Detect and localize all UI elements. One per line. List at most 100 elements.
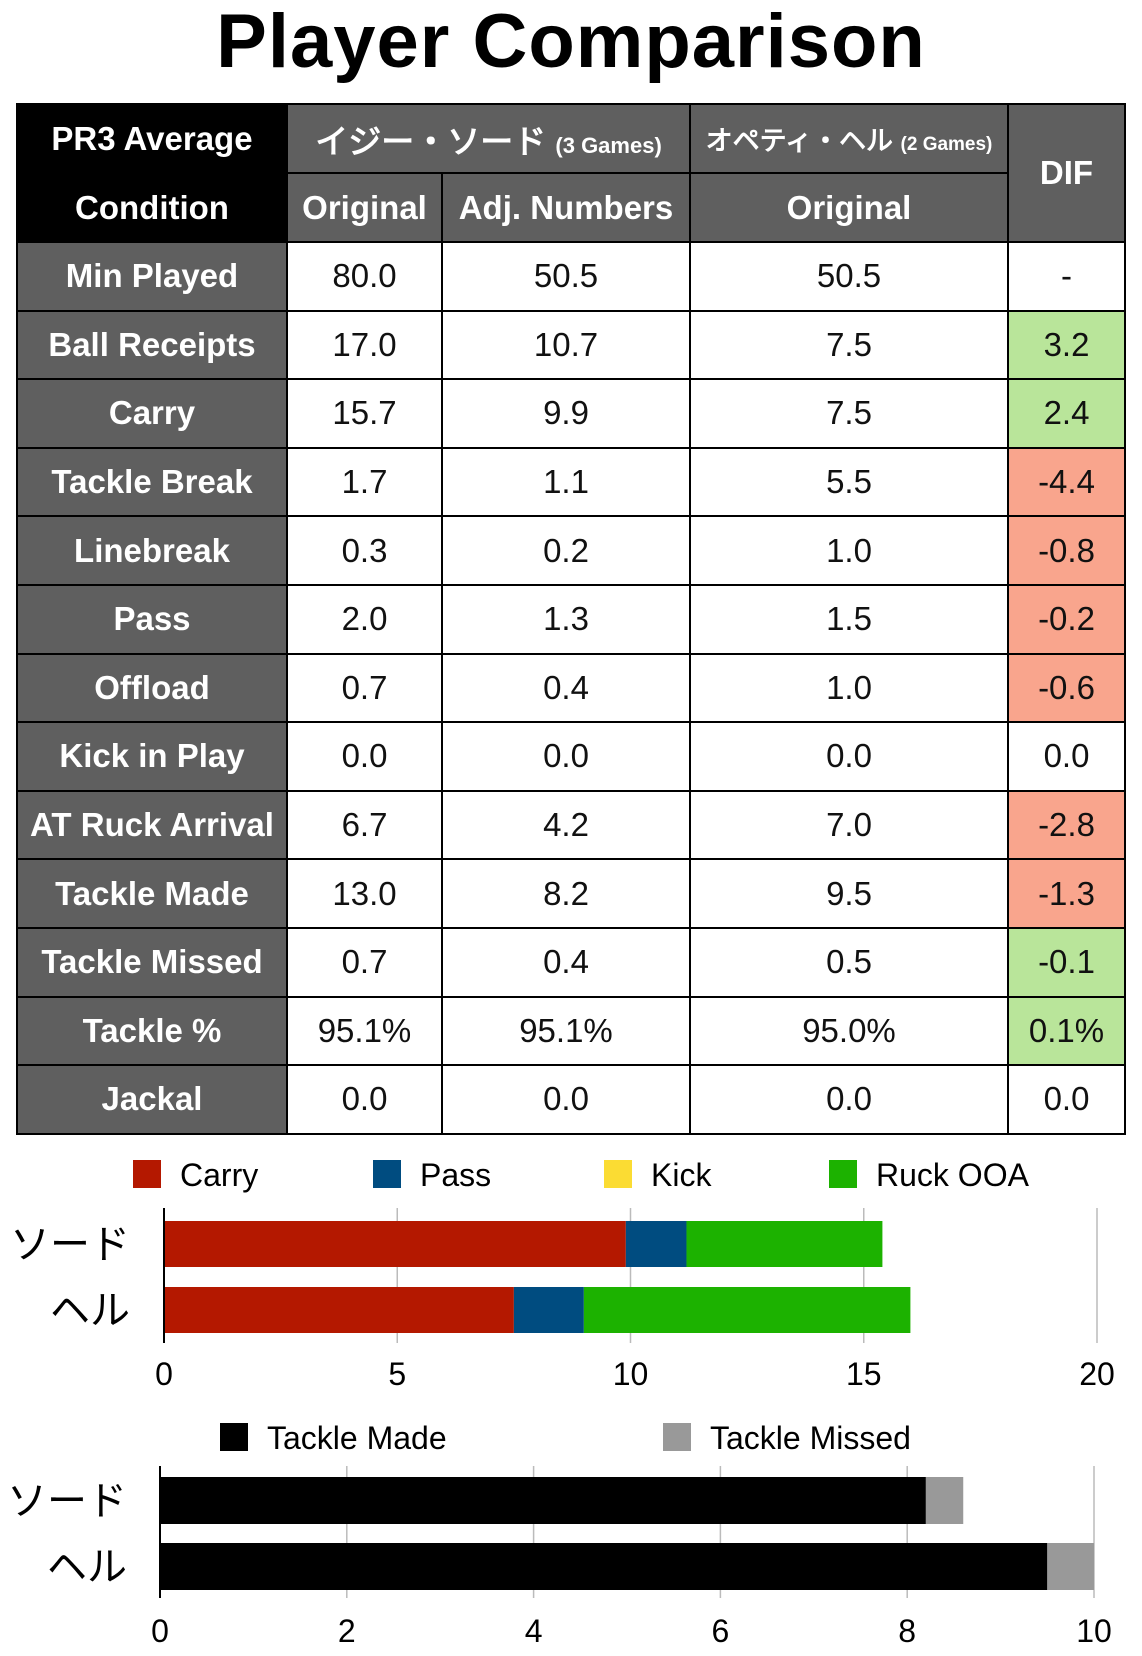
p1-original-cell: 0.0	[286, 1064, 443, 1135]
dif-cell: 0.0	[1007, 1064, 1126, 1135]
x-tick-label: 15	[846, 1356, 882, 1392]
table-row: Ball Receipts 17.0 10.7 7.5 3.2	[16, 309, 1126, 381]
row-label: Tackle Made	[16, 858, 288, 929]
p1-adj-cell: 10.7	[441, 309, 691, 381]
row-label: Tackle Break	[16, 446, 288, 518]
table-row: Tackle Break 1.7 1.1 5.5 -4.4	[16, 446, 1126, 518]
x-tick-label: 4	[525, 1613, 543, 1649]
legend-swatch	[663, 1423, 691, 1451]
x-tick-label: 10	[1076, 1613, 1112, 1649]
row-label: Ball Receipts	[16, 309, 288, 381]
row-label: Tackle Missed	[16, 926, 288, 998]
table-row: Tackle Made 13.0 8.2 9.5 -1.3	[16, 858, 1126, 929]
bar-tackle-made	[160, 1477, 926, 1524]
y-category-label: ソード	[7, 1480, 127, 1524]
p2-original-cell: 95.0%	[689, 995, 1009, 1067]
p2-original-header: Original	[689, 172, 1009, 243]
y-category-label: ソード	[10, 1223, 130, 1267]
dif-cell: 3.2	[1007, 309, 1126, 381]
bar-pass	[625, 1221, 687, 1267]
p1-adj-cell: 95.1%	[441, 995, 691, 1067]
player2-header: オペティ・ヘル (2 Games)	[689, 103, 1009, 174]
bar-carry	[164, 1221, 626, 1267]
p1-adj-cell: 0.0	[441, 1064, 691, 1135]
player1-header: イジー・ソード (3 Games)	[286, 103, 691, 174]
p1-original-cell: 0.3	[286, 515, 443, 586]
bar-ruck-ooa	[686, 1221, 883, 1267]
header-row-1: PR3 Average イジー・ソード (3 Games) オペティ・ヘル (2…	[16, 103, 1126, 243]
p1-original-cell: 6.7	[286, 789, 443, 861]
p1-adj-cell: 50.5	[441, 241, 691, 312]
bar-tackle-missed	[1047, 1543, 1094, 1590]
legend-swatch	[829, 1160, 857, 1188]
p1-adj-cell: 1.3	[441, 583, 691, 655]
x-tick-label: 6	[712, 1613, 730, 1649]
p1-adj-cell: 0.4	[441, 652, 691, 724]
p1-original-cell: 13.0	[286, 858, 443, 929]
dif-cell: -4.4	[1007, 446, 1126, 518]
p1-adj-cell: 0.4	[441, 926, 691, 998]
x-tick-label: 0	[151, 1613, 169, 1649]
p2-original-cell: 0.0	[689, 721, 1009, 792]
legend-label: Tackle Missed	[710, 1420, 911, 1456]
legend-swatch	[220, 1423, 248, 1451]
table-row: Carry 15.7 9.9 7.5 2.4	[16, 378, 1126, 449]
dif-cell: 0.1%	[1007, 995, 1126, 1067]
x-tick-label: 5	[388, 1356, 406, 1392]
row-label: Kick in Play	[16, 721, 288, 792]
dif-cell: 2.4	[1007, 378, 1126, 449]
p1-adj-cell: 0.2	[441, 515, 691, 586]
row-label: Linebreak	[16, 515, 288, 586]
p1-adj-header: Adj. Numbers	[441, 172, 691, 243]
p1-adj-cell: 0.0	[441, 721, 691, 792]
p2-original-cell: 7.0	[689, 789, 1009, 861]
page-title: Player Comparison	[216, 0, 926, 84]
table-row: Min Played 80.0 50.5 50.5-	[16, 241, 1126, 312]
p1-original-cell: 1.7	[286, 446, 443, 518]
table-row: Kick in Play 0.0 0.0 0.0 0.0	[16, 721, 1126, 792]
row-label: Pass	[16, 583, 288, 655]
table-row: Jackal 0.0 0.0 0.0 0.0	[16, 1064, 1126, 1135]
p1-adj-cell: 4.2	[441, 789, 691, 861]
x-tick-label: 2	[338, 1613, 356, 1649]
p2-original-cell: 7.5	[689, 309, 1009, 381]
legend-label: Tackle Made	[267, 1420, 447, 1456]
y-category-label: ヘル	[50, 1289, 130, 1333]
p1-original-cell: 2.0	[286, 583, 443, 655]
p2-original-cell: 9.5	[689, 858, 1009, 929]
x-tick-label: 20	[1079, 1356, 1115, 1392]
legend-swatch	[133, 1160, 161, 1188]
corner-label-2: Condition	[16, 172, 288, 243]
bar-ruck-ooa	[583, 1287, 911, 1333]
legend-swatch	[604, 1160, 632, 1188]
row-label: Jackal	[16, 1064, 288, 1135]
p1-adj-cell: 1.1	[441, 446, 691, 518]
x-tick-label: 10	[613, 1356, 649, 1392]
bar-carry	[164, 1287, 514, 1333]
p2-original-cell: 0.5	[689, 926, 1009, 998]
p2-original-cell: 7.5	[689, 378, 1009, 449]
bar-tackle-missed	[925, 1477, 964, 1524]
dif-cell: -2.8	[1007, 789, 1126, 861]
dif-cell: -0.6	[1007, 652, 1126, 724]
row-label: Carry	[16, 378, 288, 449]
comparison-table: PR3 Average イジー・ソード (3 Games) オペティ・ヘル (2…	[16, 103, 1126, 1135]
dif-cell: -0.2	[1007, 583, 1126, 655]
p1-original-cell: 80.0	[286, 241, 443, 312]
header-row-2: Condition Original Adj. Numbers Original	[16, 172, 1125, 243]
y-category-label: ヘル	[47, 1546, 127, 1590]
p1-original-header: Original	[286, 172, 443, 243]
p1-original-cell: 17.0	[286, 309, 443, 381]
p1-original-cell: 0.7	[286, 652, 443, 724]
p1-original-cell: 95.1%	[286, 995, 443, 1067]
row-label: AT Ruck Arrival	[16, 789, 288, 861]
p2-original-cell: 50.5	[689, 241, 1009, 312]
p2-original-cell: 5.5	[689, 446, 1009, 518]
p1-original-cell: 0.0	[286, 721, 443, 792]
table-row: Tackle % 95.1% 95.1% 95.0% 0.1%	[16, 995, 1126, 1067]
table-row: Pass 2.0 1.3 1.5 -0.2	[16, 583, 1126, 655]
legend-swatch	[373, 1160, 401, 1188]
p2-original-cell: 0.0	[689, 1064, 1009, 1135]
legend-label: Carry	[180, 1157, 258, 1193]
p1-original-cell: 15.7	[286, 378, 443, 449]
